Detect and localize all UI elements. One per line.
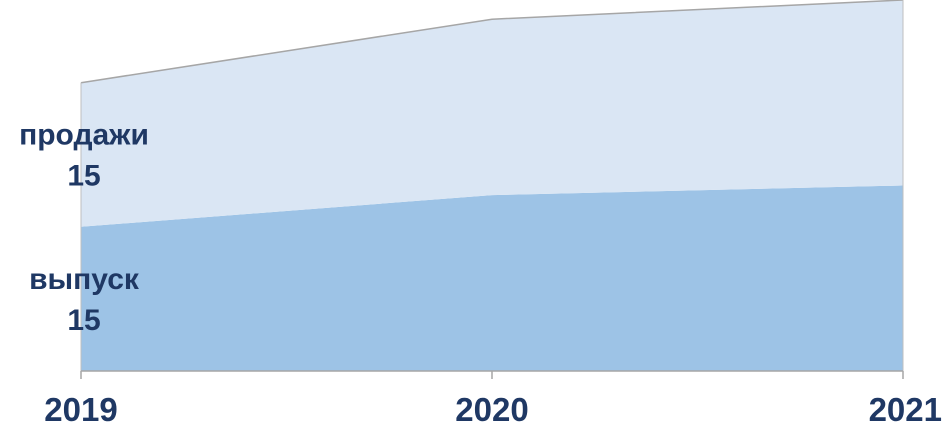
series-name: продажи xyxy=(19,119,149,152)
area-продажи xyxy=(81,0,903,227)
area-layers xyxy=(80,0,904,371)
series-value: 15 xyxy=(67,160,100,193)
series-labels: выпуск 15 продажи 15 xyxy=(19,119,149,337)
area-top-outline xyxy=(80,0,904,84)
series-label-выпуск: выпуск 15 xyxy=(29,263,140,337)
series-label-продажи: продажи 15 xyxy=(19,119,149,193)
x-axis: 2019 2020 2021 xyxy=(44,370,942,426)
x-tick-label-2020: 2020 xyxy=(455,391,528,426)
area-выпуск xyxy=(81,185,903,371)
x-tick-label-2019: 2019 xyxy=(44,391,117,426)
x-tick-label-2021: 2021 xyxy=(869,391,942,426)
series-value: 15 xyxy=(67,304,100,337)
series-name: выпуск xyxy=(29,263,140,296)
